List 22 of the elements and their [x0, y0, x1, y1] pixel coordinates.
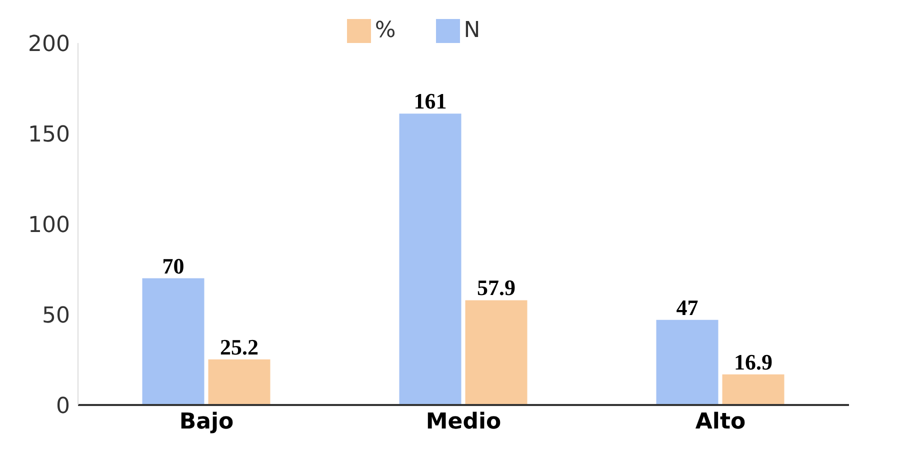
- y-tick-label: 150: [28, 122, 70, 148]
- bar: [142, 278, 204, 405]
- x-tick-label: Bajo: [179, 410, 234, 435]
- bar: [656, 320, 718, 405]
- x-tick-label: Medio: [426, 410, 502, 435]
- bar: [208, 359, 270, 405]
- legend-label: %: [374, 18, 396, 43]
- bar: [722, 374, 784, 405]
- y-tick-label: 200: [28, 32, 70, 57]
- bar: [465, 300, 528, 405]
- bar: [399, 114, 462, 405]
- data-label: 47: [676, 294, 698, 320]
- data-label: 16.9: [734, 349, 772, 374]
- x-tick-label: Alto: [695, 410, 746, 435]
- y-tick-label: 50: [42, 303, 70, 328]
- data-label: 57.9: [477, 275, 516, 300]
- data-label: 161: [414, 88, 447, 114]
- data-label: 70: [162, 253, 184, 278]
- y-tick-label: 100: [28, 212, 70, 238]
- legend-label: N: [464, 18, 480, 43]
- data-label: 25.2: [220, 334, 258, 360]
- y-tick-label: 0: [56, 394, 70, 419]
